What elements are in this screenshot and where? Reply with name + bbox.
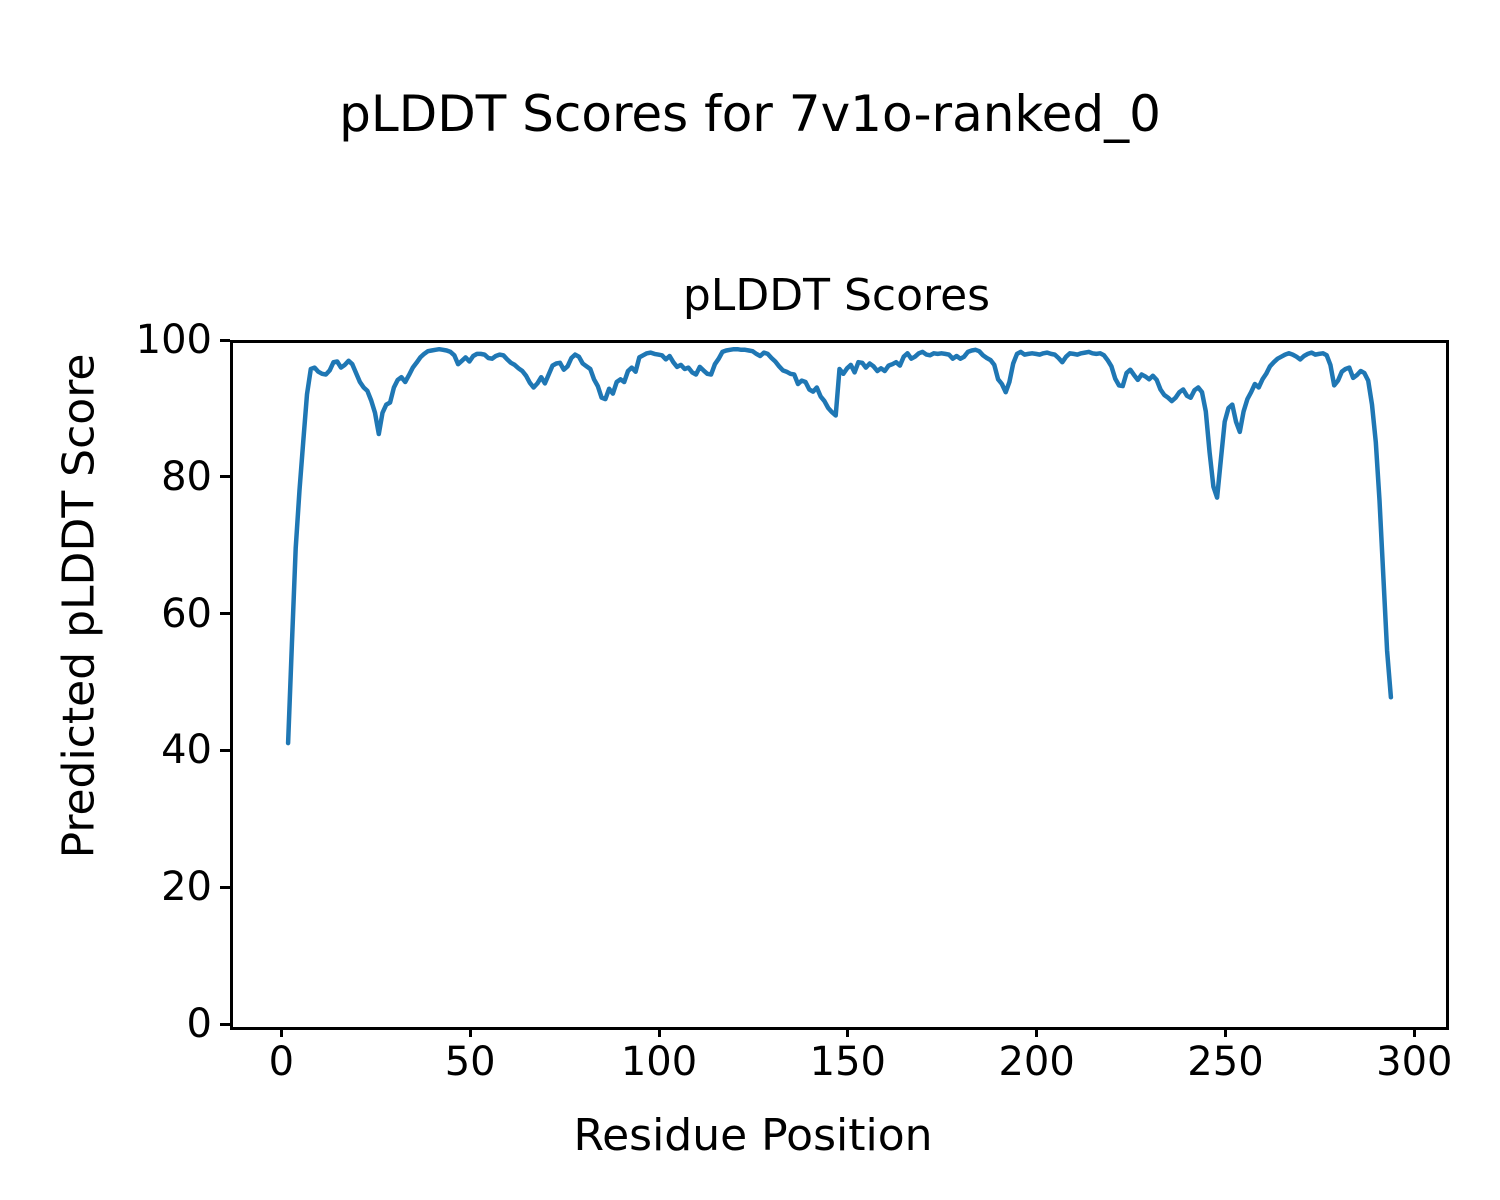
y-tick-label: 20 xyxy=(161,864,212,911)
x-tick-label: 250 xyxy=(1187,1039,1264,1085)
plddt-line-chart xyxy=(285,346,1394,746)
y-tick-mark xyxy=(220,748,230,752)
x-tick-label: 50 xyxy=(444,1039,496,1085)
x-tick-mark xyxy=(279,1027,283,1037)
y-tick-label: 40 xyxy=(161,727,212,774)
x-tick-label: 100 xyxy=(620,1039,698,1085)
axes-title: pLDDT Scores xyxy=(682,270,991,321)
x-tick-label: 300 xyxy=(1376,1039,1453,1085)
x-tick-mark xyxy=(657,1027,661,1037)
plot-area xyxy=(230,340,1449,1030)
y-tick-label: 0 xyxy=(186,1001,212,1047)
y-axis-label: Predicted pLDDT Score xyxy=(53,353,105,859)
x-tick-label: 150 xyxy=(809,1039,887,1085)
x-tick-mark xyxy=(846,1027,850,1037)
plddt-line-series xyxy=(285,346,1394,746)
x-tick-mark xyxy=(1412,1027,1416,1037)
x-tick-label: 200 xyxy=(998,1039,1075,1085)
x-tick-mark xyxy=(1035,1027,1039,1037)
x-tick-mark xyxy=(1223,1027,1227,1037)
x-tick-mark xyxy=(468,1027,472,1037)
y-tick-mark xyxy=(220,475,230,479)
y-tick-label: 60 xyxy=(161,590,212,637)
y-tick-label: 80 xyxy=(161,453,212,500)
y-tick-mark xyxy=(220,885,230,889)
figure-suptitle: pLDDT Scores for 7v1o-ranked_0 xyxy=(339,85,1161,143)
y-tick-mark xyxy=(220,1022,230,1026)
x-axis-label: Residue Position xyxy=(573,1110,933,1161)
y-tick-mark xyxy=(220,612,230,616)
y-tick-mark xyxy=(220,338,230,342)
y-tick-label: 100 xyxy=(135,317,212,363)
x-tick-label: 0 xyxy=(268,1039,295,1085)
